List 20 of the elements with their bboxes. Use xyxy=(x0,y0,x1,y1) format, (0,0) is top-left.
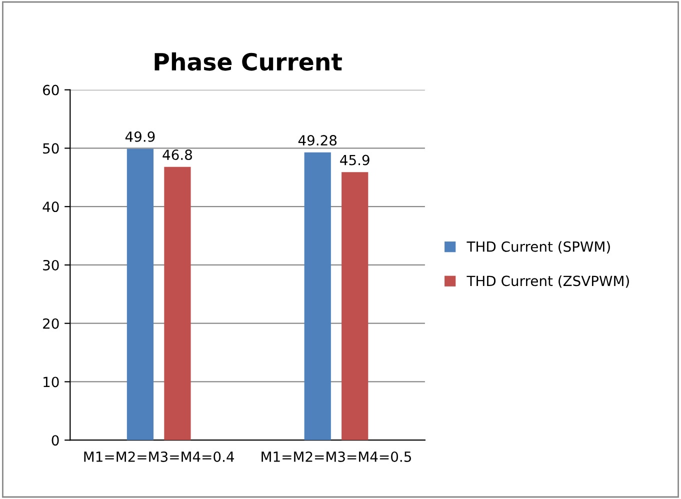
legend-label: THD Current (SPWM) xyxy=(466,241,610,254)
bar xyxy=(126,148,154,440)
y-tick-label: 40 xyxy=(42,202,59,212)
y-tick-label: 30 xyxy=(43,260,59,270)
bar xyxy=(164,166,191,440)
y-tick-label: 50 xyxy=(43,143,59,154)
y-tick-label: 0 xyxy=(52,435,59,446)
chart-title: Phase Current xyxy=(154,52,342,71)
data-label: 46.8 xyxy=(162,150,192,160)
data-label: 49.28 xyxy=(298,135,337,146)
bar xyxy=(342,172,368,440)
bar xyxy=(304,152,331,440)
data-label: 45.9 xyxy=(340,154,370,166)
y-tick-label: 20 xyxy=(43,318,59,329)
legend-label: THD Current (ZSVPWM) xyxy=(466,275,629,288)
data-label: 49.9 xyxy=(125,131,155,142)
x-tick-label: M1=M2=M3=M4=0.5 xyxy=(262,451,411,462)
y-tick-label: 10 xyxy=(44,376,59,388)
y-tick-label: 60 xyxy=(43,84,59,96)
x-tick-label: M1=M2=M3=M4=0.4 xyxy=(84,451,234,462)
